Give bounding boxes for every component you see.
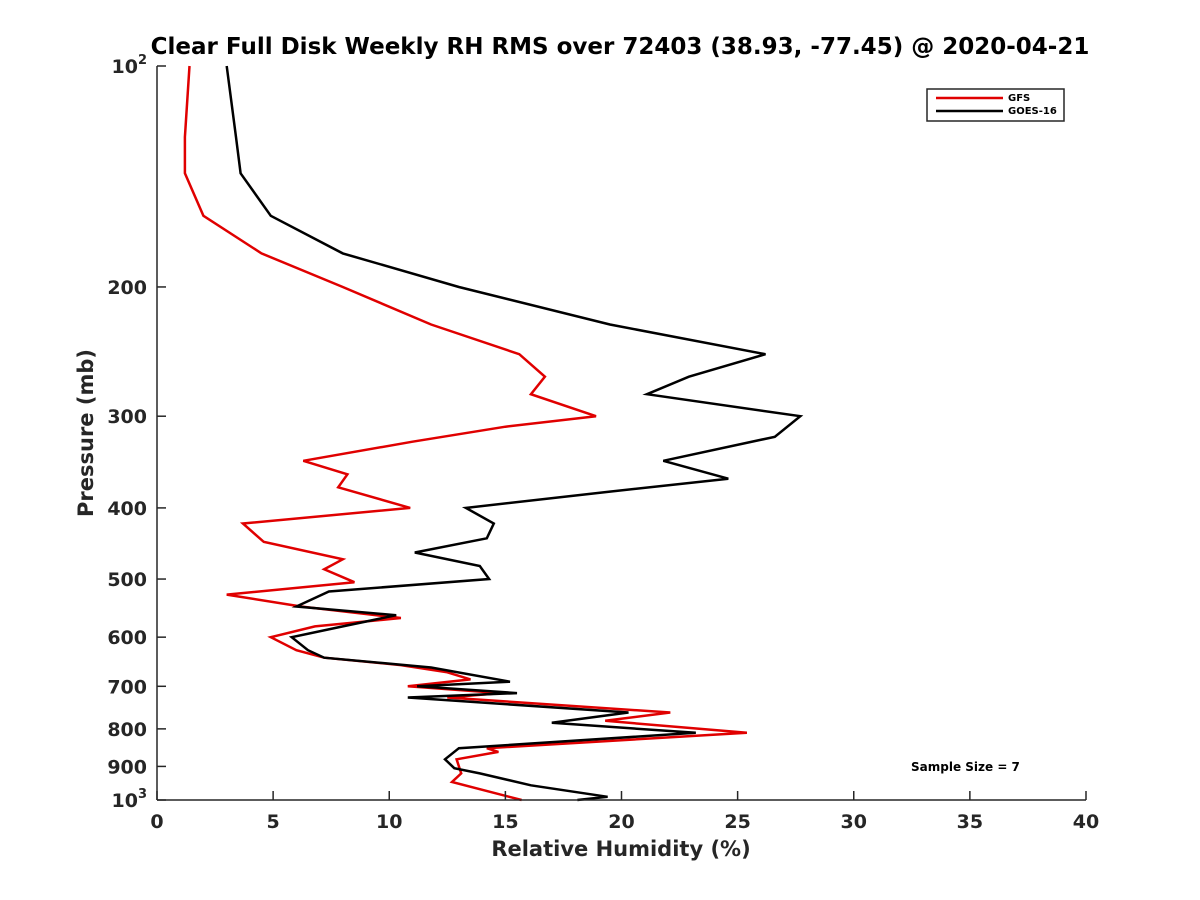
y-tick-label: 200	[107, 277, 147, 299]
sample-size-annotation: Sample Size = 7	[911, 760, 1020, 774]
y-tick-label: 900	[107, 756, 147, 778]
series-line-gfs	[183, 65, 748, 802]
x-tick-label: 40	[1073, 811, 1099, 833]
chart-title: Clear Full Disk Weekly RH RMS over 72403…	[151, 34, 1090, 60]
y-tick-label: 800	[107, 719, 147, 741]
x-tick-label: 30	[841, 811, 867, 833]
y-tick-label: 102	[112, 53, 148, 78]
y-axis-label: Pressure (mb)	[74, 349, 98, 517]
x-tick-label: 10	[376, 811, 402, 833]
x-tick-label: 35	[957, 811, 983, 833]
series-layer	[183, 65, 804, 802]
y-tick-label: 500	[107, 569, 147, 591]
x-ticks: 0 5 10 15 20 25 30 35 40	[150, 791, 1099, 833]
legend: GFS GOES-16	[926, 88, 1065, 122]
y-tick-label: 400	[107, 498, 147, 520]
y-tick-label: 700	[107, 676, 147, 698]
y-tick-label: 600	[107, 627, 147, 649]
x-axis-label: Relative Humidity (%)	[491, 837, 750, 861]
x-tick-label: 20	[608, 811, 634, 833]
y-ticks: 102 200 300 400 500 600 700 800 900 103	[107, 53, 166, 812]
series-line-goes-16	[225, 65, 804, 802]
x-tick-label: 25	[724, 811, 750, 833]
x-tick-label: 5	[267, 811, 280, 833]
legend-box	[926, 88, 1065, 122]
legend-label-goes-16: GOES-16	[1008, 106, 1057, 117]
y-tick-label: 300	[107, 406, 147, 428]
y-tick-label: 103	[112, 787, 148, 812]
x-tick-label: 15	[492, 811, 518, 833]
x-tick-label: 0	[150, 811, 163, 833]
legend-label-gfs: GFS	[1008, 93, 1030, 104]
